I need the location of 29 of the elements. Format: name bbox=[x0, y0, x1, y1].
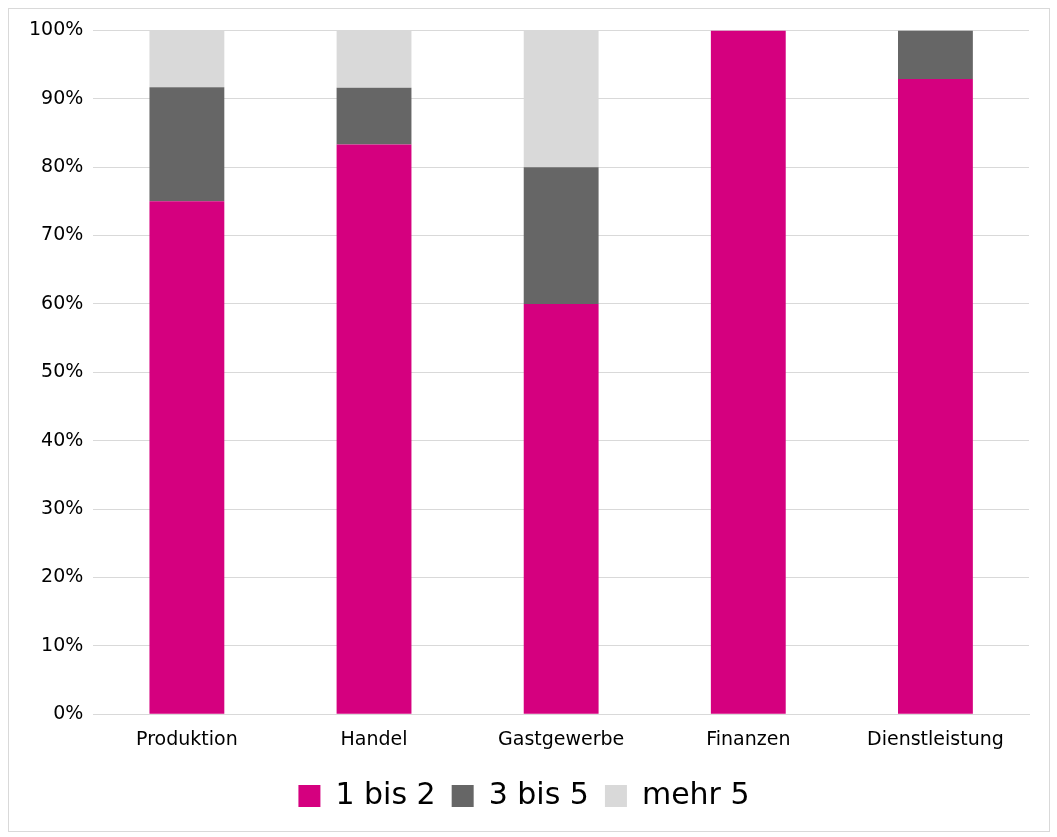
bar bbox=[898, 78, 973, 714]
y-tick-label: 100% bbox=[28, 17, 84, 40]
x-tick-label: Handel bbox=[340, 726, 408, 749]
bar bbox=[336, 87, 412, 145]
bar bbox=[898, 30, 973, 79]
bar bbox=[710, 30, 786, 714]
x-tick-label: Dienstleistung bbox=[867, 726, 1004, 749]
legend-label: mehr 5 bbox=[641, 775, 750, 811]
y-tick-label: 0% bbox=[53, 701, 84, 724]
bar bbox=[149, 201, 225, 714]
y-tick-label: 40% bbox=[41, 427, 84, 450]
y-tick-label: 70% bbox=[41, 222, 84, 245]
x-tick-label: Produktion bbox=[136, 726, 238, 749]
y-tick-label: 50% bbox=[41, 359, 84, 382]
y-tick-label: 20% bbox=[41, 564, 84, 587]
y-tick-label: 90% bbox=[41, 85, 84, 108]
bar bbox=[336, 144, 412, 714]
y-tick-label: 80% bbox=[41, 154, 84, 177]
y-tick-label: 60% bbox=[41, 290, 84, 313]
bar bbox=[523, 303, 599, 714]
x-tick-label: Gastgewerbe bbox=[498, 726, 625, 749]
x-tick-label: Finanzen bbox=[706, 726, 791, 749]
y-tick-label: 30% bbox=[41, 496, 84, 518]
legend-label: 3 bis 5 bbox=[488, 775, 589, 811]
y-tick-label: 10% bbox=[41, 632, 84, 655]
bar bbox=[523, 167, 599, 304]
legend-label: 1 bis 2 bbox=[335, 775, 436, 811]
bar bbox=[149, 30, 225, 88]
bar bbox=[149, 87, 225, 202]
